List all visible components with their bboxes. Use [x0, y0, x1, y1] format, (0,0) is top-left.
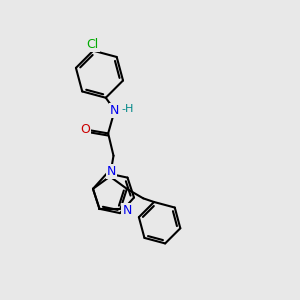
Text: Cl: Cl — [86, 38, 99, 51]
Text: -H: -H — [121, 104, 134, 114]
Text: O: O — [80, 123, 90, 136]
Text: N: N — [110, 104, 119, 117]
Text: N: N — [122, 204, 132, 217]
Text: N: N — [107, 165, 116, 178]
